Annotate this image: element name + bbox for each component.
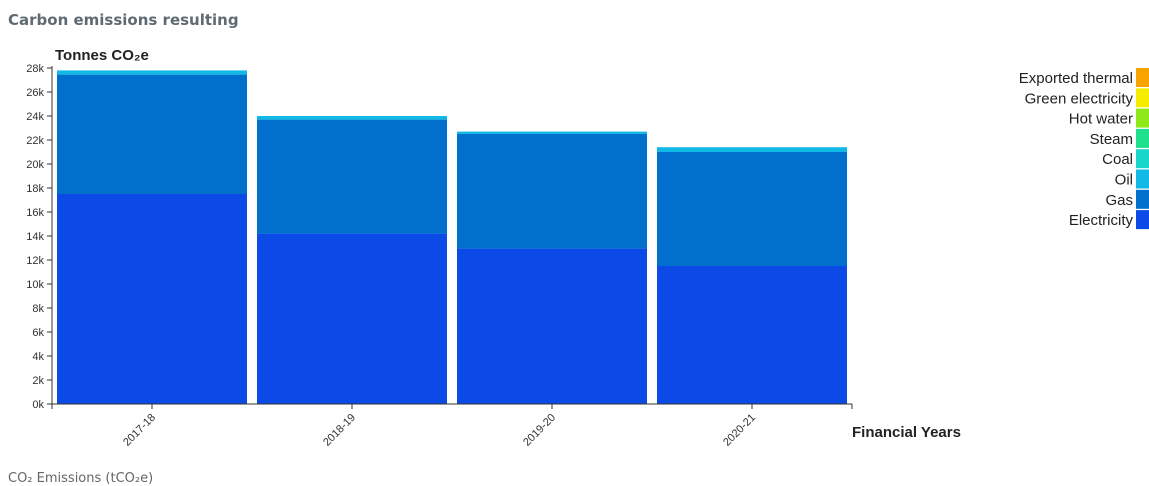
bar-segment-gas-2017-18[interactable] (57, 74, 247, 194)
legend-label: Gas (1105, 192, 1133, 209)
legend-swatch (1136, 169, 1149, 189)
y-tick-label: 10k (26, 279, 44, 291)
y-tick-label: 14k (26, 231, 44, 243)
legend-label: Exported thermal (1019, 70, 1133, 87)
legend-label: Coal (1102, 151, 1133, 168)
legend-item-coal[interactable]: Coal (1102, 149, 1149, 169)
legend-label: Oil (1115, 172, 1133, 189)
plot-area (57, 70, 847, 404)
bar-segment-electricity-2017-18[interactable] (57, 194, 247, 404)
y-tick-label: 22k (26, 135, 44, 147)
y-tick-label: 26k (26, 87, 44, 99)
chart-caption: CO₂ Emissions (tCO₂e) (8, 471, 154, 486)
legend-label: Steam (1090, 131, 1133, 148)
legend-swatch (1136, 149, 1149, 169)
y-tick-label: 2k (32, 375, 44, 387)
x-tick-label: 2018-19 (321, 412, 358, 449)
bar-segment-oil-2019-20[interactable] (457, 131, 647, 134)
bar-segment-gas-2018-19[interactable] (257, 119, 447, 234)
y-tick-label: 8k (32, 303, 44, 315)
bar-segment-gas-2020-21[interactable] (657, 152, 847, 266)
legend-swatch (1136, 68, 1149, 87)
bar-segment-electricity-2019-20[interactable] (457, 248, 647, 404)
bar-segment-electricity-2020-21[interactable] (657, 266, 847, 404)
stacked-bar-chart: 0k 2k 4k 6k 8k 10k 12k 14k 16k 18k 20k 22k 24k 26k 28k… (26, 47, 1149, 449)
legend-item-green-electricity[interactable]: Green electricity (1025, 88, 1149, 108)
x-tick-label: 2017-18 (121, 412, 158, 449)
x-tick-label: 2019-20 (521, 412, 558, 449)
chart-title: Carbon emissions resulting (8, 11, 239, 29)
bar-segment-oil-2017-18[interactable] (57, 70, 247, 75)
legend-swatch (1136, 189, 1149, 209)
y-tick-label: 6k (32, 327, 44, 339)
bar-segment-oil-2020-21[interactable] (657, 147, 847, 152)
y-axis: 0k 2k 4k 6k 8k 10k 12k 14k 16k 18k 20k 22k 24k 26k 28k (26, 63, 53, 411)
y-tick-label: 4k (32, 351, 44, 363)
y-tick-label: 28k (26, 63, 44, 75)
legend-item-steam[interactable]: Steam (1090, 128, 1149, 148)
y-tick-label: 0k (32, 399, 44, 411)
legend-swatch (1136, 108, 1149, 128)
legend-swatch (1136, 128, 1149, 148)
legend: Exported thermal Green electricity Hot wat… (1019, 68, 1149, 230)
legend-label: Hot water (1069, 111, 1133, 128)
legend-label: Green electricity (1025, 90, 1134, 107)
bar-segment-oil-2018-19[interactable] (257, 116, 447, 120)
x-axis-title: Financial Years (852, 424, 961, 441)
y-tick-label: 16k (26, 207, 44, 219)
legend-item-oil[interactable]: Oil (1115, 169, 1149, 189)
y-tick-label: 20k (26, 159, 44, 171)
legend-item-exported-thermal[interactable]: Exported thermal (1019, 68, 1149, 87)
x-tick-label: 2020-21 (721, 412, 758, 449)
legend-item-electricity[interactable]: Electricity (1069, 210, 1149, 230)
x-axis: 2017-18 2018-19 2019-20 2020-21 (51, 403, 853, 449)
legend-item-hot-water[interactable]: Hot water (1069, 108, 1149, 128)
legend-item-gas[interactable]: Gas (1105, 189, 1149, 209)
bar-segment-electricity-2018-19[interactable] (257, 233, 447, 404)
y-axis-title: Tonnes CO₂e (55, 47, 149, 64)
y-tick-label: 24k (26, 111, 44, 123)
legend-swatch (1136, 210, 1149, 230)
legend-label: Electricity (1069, 212, 1134, 229)
bar-segment-gas-2019-20[interactable] (457, 134, 647, 249)
legend-swatch (1136, 88, 1149, 108)
y-tick-label: 12k (26, 255, 44, 267)
y-tick-label: 18k (26, 183, 44, 195)
